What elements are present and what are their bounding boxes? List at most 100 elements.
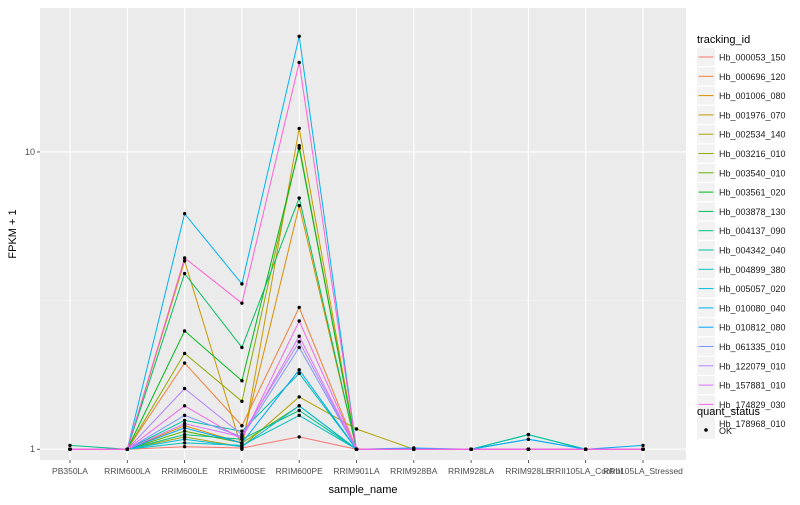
data-point <box>297 126 301 131</box>
data-point <box>641 447 645 451</box>
data-point <box>182 259 187 263</box>
legend-status-label: OK <box>719 426 732 436</box>
legend-label: Hb_000696_120 <box>719 72 786 82</box>
x-tick-label: RRIM600LE <box>161 466 208 476</box>
x-tick-label: RRIM901LA <box>333 466 380 476</box>
legend-label: Hb_178968_010 <box>719 419 786 429</box>
legend-title: tracking_id <box>697 34 750 46</box>
data-point <box>240 432 244 437</box>
legend-label: Hb_010812_080 <box>719 323 786 333</box>
x-axis-title: sample_name <box>328 484 397 496</box>
legend-items: Hb_000053_150 Hb_000696_120 Hb_001006_080 H… <box>697 48 786 433</box>
legend: tracking_id Hb_000053_150Hb_000696_120Hb… <box>697 34 786 439</box>
data-point <box>240 282 244 286</box>
data-point <box>182 256 187 260</box>
data-point <box>240 435 244 439</box>
data-point <box>182 386 187 391</box>
data-point <box>526 432 531 437</box>
x-tick-label: RRIM928LA <box>448 466 495 476</box>
data-point <box>125 447 129 451</box>
x-tick-label: RRIM928BA <box>390 466 438 476</box>
data-point <box>68 447 72 451</box>
legend-label: Hb_174829_030 <box>719 400 786 410</box>
data-point <box>584 447 588 451</box>
data-point <box>297 60 301 65</box>
legend-label: Hb_004137_090 <box>719 226 786 236</box>
data-point <box>297 146 301 150</box>
data-point <box>182 429 187 433</box>
x-tick-label: RRIM928LE <box>505 466 552 476</box>
x-tick-label: RRIM600SE <box>218 466 266 476</box>
data-point <box>469 447 473 451</box>
y-axis-title: FPKM + 1 <box>7 209 19 258</box>
data-point <box>182 432 187 437</box>
data-point <box>641 443 645 448</box>
data-point <box>240 429 244 433</box>
y-tick-label: 10 <box>25 147 35 157</box>
legend-label: Hb_005057_020 <box>719 284 786 294</box>
data-point <box>354 427 359 431</box>
legend-label: Hb_003561_020 <box>719 188 786 198</box>
legend-label: Hb_001006_080 <box>719 91 786 101</box>
data-point <box>297 319 301 323</box>
axes: 1 10 PB350LA RRIM600LA RRIM600LE RRIM600SE RRI… <box>25 147 683 476</box>
data-point <box>182 351 187 356</box>
data-point <box>182 435 187 439</box>
legend-label: Hb_002534_140 <box>719 130 786 140</box>
data-point <box>182 437 187 441</box>
data-point <box>240 444 244 449</box>
x-tick-label: RRII105LA_Stressed <box>603 466 683 476</box>
data-point <box>240 447 244 451</box>
data-point <box>297 143 301 148</box>
plot-panel <box>40 8 686 460</box>
data-point <box>182 413 187 418</box>
data-point <box>240 301 244 305</box>
data-point <box>354 447 359 451</box>
legend-label: Hb_003216_010 <box>719 149 786 159</box>
data-point <box>297 334 301 338</box>
legend-status-title: quant_status <box>697 406 760 418</box>
data-point <box>182 361 187 365</box>
data-point <box>297 413 301 418</box>
legend-label: Hb_061335_010 <box>719 342 786 352</box>
data-point <box>297 203 301 208</box>
data-point <box>297 345 301 350</box>
data-point <box>240 437 244 441</box>
y-tick-label: 1 <box>30 444 35 454</box>
legend-label: Hb_122079_010 <box>719 361 786 371</box>
data-point <box>68 443 72 448</box>
x-tick-label: RRIM600PE <box>276 466 324 476</box>
data-point <box>182 421 187 426</box>
data-point <box>297 404 301 408</box>
data-point <box>297 305 301 310</box>
x-tick-label: PB350LA <box>52 466 88 476</box>
data-point <box>526 437 531 441</box>
data-point <box>297 395 301 399</box>
data-point <box>297 368 301 372</box>
series-points <box>68 34 645 451</box>
data-point <box>182 211 187 216</box>
data-point <box>240 423 244 428</box>
data-point <box>182 271 187 276</box>
data-point <box>240 399 244 403</box>
legend-label: Hb_010080_040 <box>719 303 786 313</box>
data-point <box>240 379 244 383</box>
legend-label: Hb_000053_150 <box>719 53 786 63</box>
data-point <box>526 447 531 451</box>
data-point <box>297 435 301 439</box>
legend-label: Hb_001976_070 <box>719 110 786 120</box>
legend-status-point <box>704 428 708 432</box>
data-point <box>297 371 301 376</box>
data-point <box>297 408 301 413</box>
x-tick-label: RRIM600LA <box>104 466 151 476</box>
legend-label: Hb_004342_040 <box>719 246 786 256</box>
legend-label: Hb_004899_380 <box>719 265 786 275</box>
legend-label: Hb_003878_130 <box>719 207 786 217</box>
data-point <box>182 441 187 445</box>
data-point <box>297 340 301 344</box>
legend-label: Hb_003540_010 <box>719 168 786 178</box>
data-point <box>182 418 187 423</box>
data-point <box>412 447 416 451</box>
